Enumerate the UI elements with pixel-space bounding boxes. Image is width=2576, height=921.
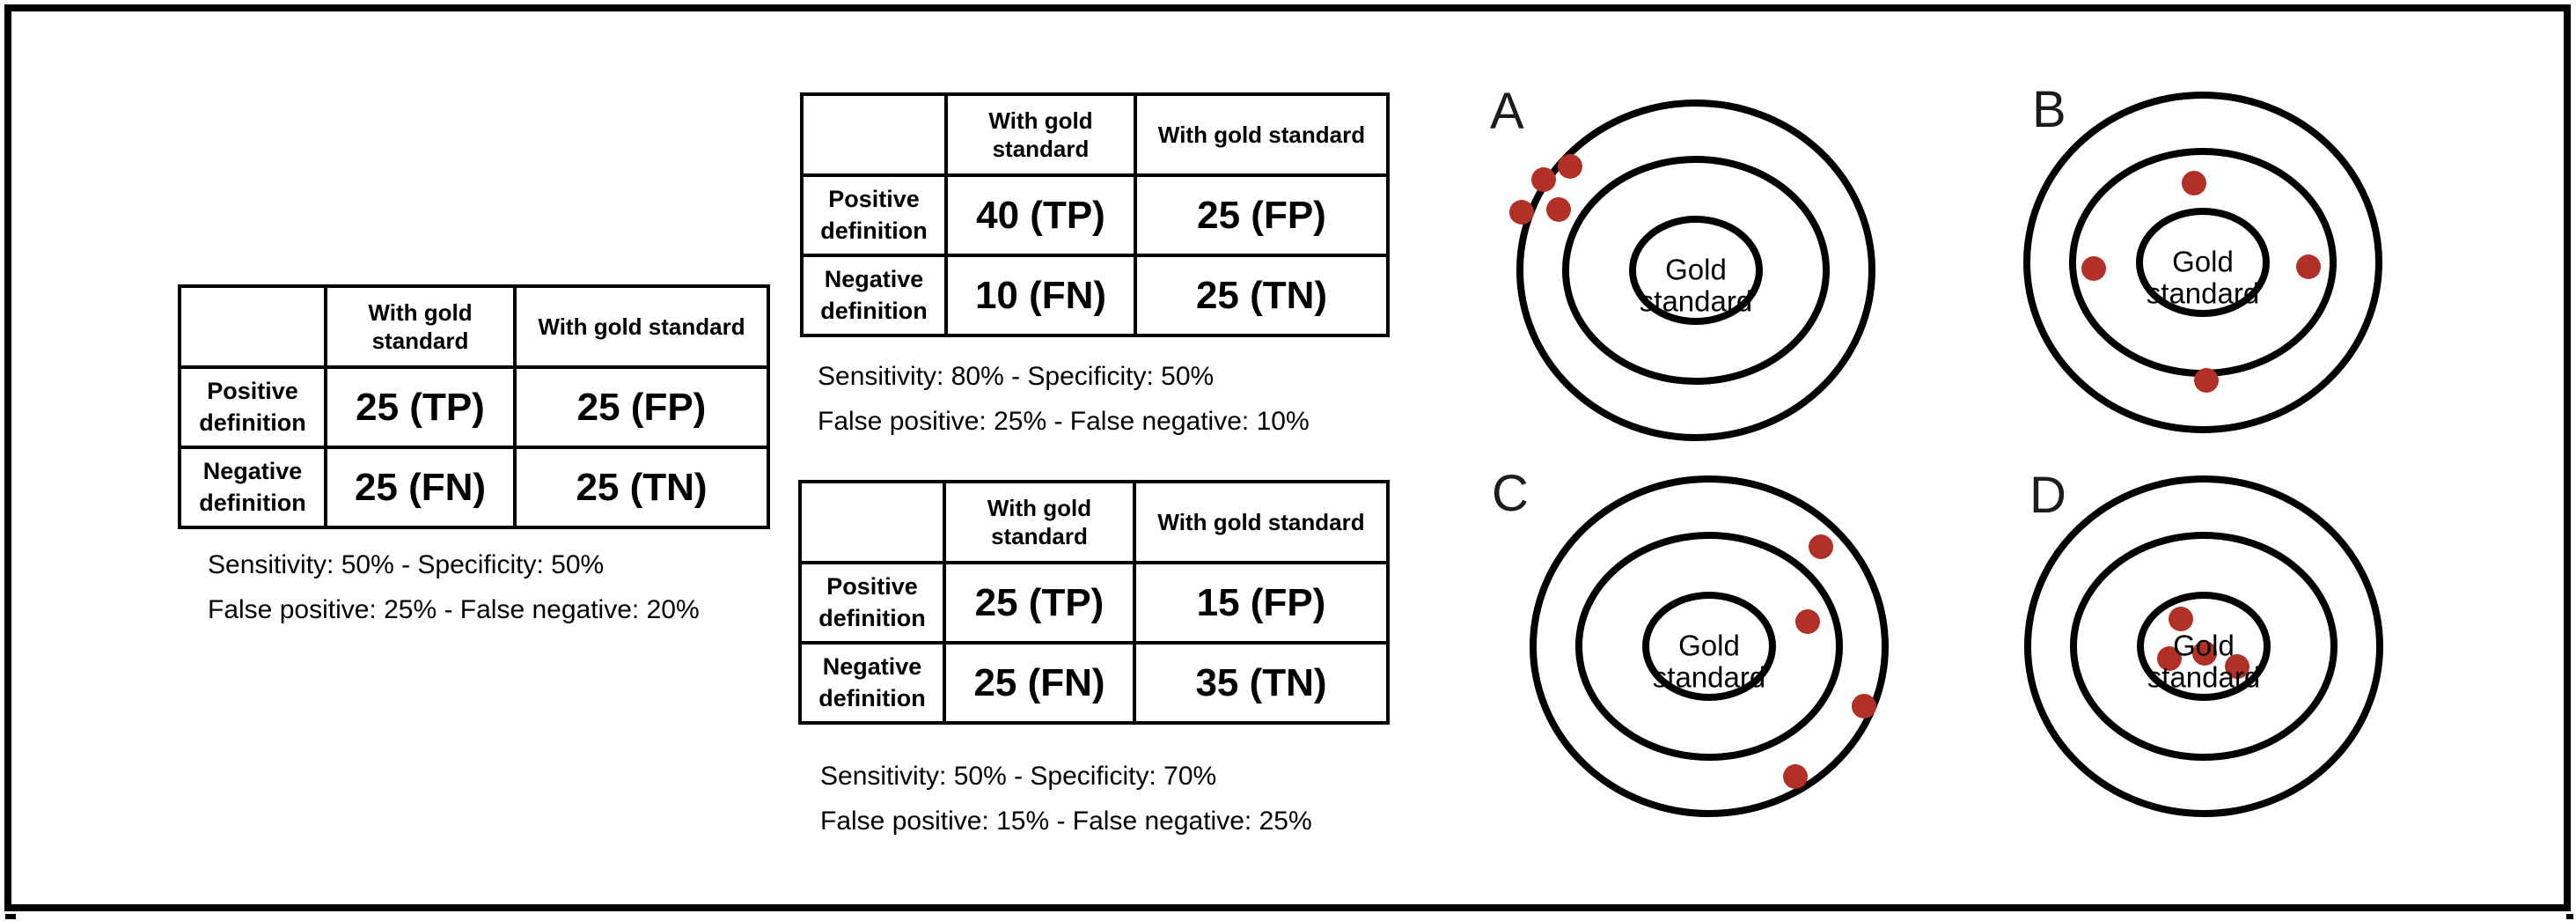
data-dot: [2192, 641, 2217, 666]
col-header-with-gold-standard-1: With gold standard: [943, 480, 1136, 564]
col-header-with-gold-standard-2: With gold standard: [1133, 480, 1390, 564]
target-ring-inner: [2137, 592, 2271, 701]
gold-standard-label-line2: standard: [1653, 661, 1765, 694]
data-dot: [2225, 654, 2249, 679]
gold-standard-label-line1: Gold: [1665, 254, 1727, 286]
target-ring-outer: [1516, 99, 1875, 441]
target-ring-middle: [1575, 532, 1843, 761]
empty-corner-cell: [798, 480, 946, 564]
data-dot: [1531, 167, 1556, 192]
data-dot: [2157, 646, 2182, 671]
gold-standard-label-line2: standard: [2147, 661, 2260, 694]
target-ring-inner: [2136, 208, 2270, 317]
data-dot: [1783, 764, 1808, 789]
gold-standard-label-line2: standard: [2147, 277, 2259, 310]
target-panel-c: Gold standard: [1530, 475, 1889, 817]
target-panel-b: Gold standard: [2023, 92, 2382, 433]
row-label-positive-definition: Positive definition: [800, 173, 948, 257]
panel-label-a: A: [1490, 83, 1524, 140]
contingency-table-2: With gold standard With gold standard Po…: [800, 92, 1390, 337]
cropped-caption-mark-left: [5, 914, 16, 919]
cell-true-positive: 25 (TP): [943, 561, 1136, 645]
empty-corner-cell: [178, 284, 327, 369]
col-header-with-gold-standard-1: With gold standard: [324, 284, 517, 369]
cell-false-negative: 25 (FN): [943, 641, 1136, 725]
data-dot: [2081, 256, 2106, 281]
gold-standard-label-line1: Gold: [1678, 630, 1740, 662]
sensitivity-specificity-line: Sensitivity: 50% - Specificity: 70%: [820, 762, 1217, 791]
figure-border: [4, 4, 2571, 911]
data-dot: [2296, 254, 2321, 279]
data-dot: [1558, 154, 1582, 179]
cell-false-negative: 25 (FN): [324, 446, 517, 529]
cell-true-positive: 40 (TP): [944, 173, 1137, 257]
false-positive-negative-line: False positive: 25% - False negative: 10…: [818, 407, 1310, 436]
sensitivity-specificity-line: Sensitivity: 50% - Specificity: 50%: [208, 550, 605, 579]
cell-false-negative: 10 (FN): [944, 254, 1137, 337]
data-dot: [1546, 197, 1571, 222]
gold-standard-label-line1: Gold: [2173, 630, 2235, 662]
data-dot: [2182, 171, 2206, 195]
panel-label-d: D: [2029, 467, 2066, 524]
target-ring-inner: [1642, 592, 1776, 701]
data-dot: [2169, 607, 2193, 631]
col-header-with-gold-standard-2: With gold standard: [513, 284, 770, 369]
table-3-stats-caption: Sensitivity: 50% - Specificity: 70% Fals…: [820, 754, 1312, 844]
table-2-stats-caption: Sensitivity: 80% - Specificity: 50% Fals…: [818, 354, 1310, 444]
cropped-caption-mark-right: [2566, 914, 2573, 919]
panel-label-c: C: [1492, 465, 1529, 522]
cell-true-negative: 35 (TN): [1133, 641, 1390, 725]
data-dot: [1795, 609, 1820, 634]
target-ring-outer: [1530, 475, 1889, 817]
empty-corner-cell: [800, 92, 948, 177]
row-label-negative-definition: Negative definition: [798, 641, 946, 725]
gold-standard-label-line2: standard: [1640, 285, 1752, 318]
target-ring-inner: [1629, 216, 1763, 325]
sensitivity-specificity-line: Sensitivity: 80% - Specificity: 50%: [818, 362, 1215, 391]
false-positive-negative-line: False positive: 15% - False negative: 25…: [820, 807, 1312, 836]
row-label-positive-definition: Positive definition: [798, 561, 946, 645]
row-label-negative-definition: Negative definition: [178, 446, 327, 529]
table-1-stats-caption: Sensitivity: 50% - Specificity: 50% Fals…: [208, 542, 700, 632]
gold-standard-label-line1: Gold: [2172, 246, 2234, 278]
target-ring-outer: [2024, 475, 2383, 817]
cell-false-positive: 15 (FP): [1133, 561, 1390, 645]
col-header-with-gold-standard-2: With gold standard: [1134, 92, 1390, 177]
target-panel-a: Gold standard: [1509, 99, 1875, 441]
cell-true-negative: 25 (TN): [1134, 254, 1390, 337]
data-dot: [2194, 368, 2219, 393]
false-positive-negative-line: False positive: 25% - False negative: 20…: [208, 595, 700, 624]
cell-false-positive: 25 (FP): [1134, 173, 1390, 257]
data-dot: [1852, 694, 1876, 718]
contingency-table-1: With gold standard With gold standard Po…: [178, 284, 770, 529]
target-panel-d: Gold standard: [2024, 475, 2383, 817]
contingency-table-3: With gold standard With gold standard Po…: [798, 480, 1390, 725]
data-dot: [1809, 534, 1833, 559]
target-ring-middle: [1562, 156, 1830, 385]
row-label-negative-definition: Negative definition: [800, 254, 948, 337]
data-dot: [1509, 200, 1534, 225]
row-label-positive-definition: Positive definition: [178, 365, 327, 449]
cell-true-negative: 25 (TN): [513, 446, 770, 529]
panel-label-b: B: [2032, 81, 2066, 138]
cell-false-positive: 25 (FP): [513, 365, 770, 449]
target-ring-outer: [2023, 92, 2382, 433]
cell-true-positive: 25 (TP): [324, 365, 517, 449]
col-header-with-gold-standard-1: With gold standard: [944, 92, 1137, 177]
target-ring-middle: [2070, 532, 2337, 761]
